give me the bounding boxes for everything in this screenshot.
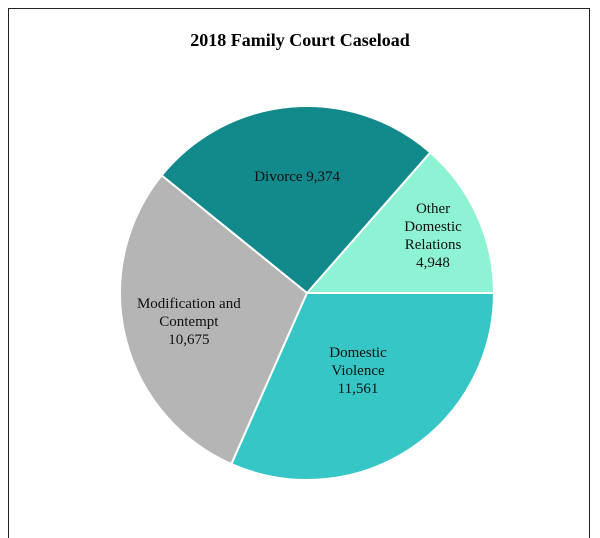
value-label: 10,675 bbox=[168, 331, 210, 348]
category-label: Domestic Violence bbox=[329, 345, 387, 380]
slice-label: Modification and Contempt 10,675 bbox=[119, 295, 259, 349]
pie-slice bbox=[230, 292, 496, 481]
category-label: Other Domestic Relations bbox=[404, 200, 462, 253]
value-label: 4,948 bbox=[416, 254, 450, 271]
category-label: Divorce bbox=[254, 169, 303, 186]
pie-slice bbox=[160, 105, 432, 295]
pie-slice bbox=[119, 173, 309, 466]
value-label: 11,561 bbox=[337, 381, 379, 398]
value-label: 9,374 bbox=[306, 169, 341, 186]
slice-label: Domestic Violence 11,561 bbox=[318, 344, 398, 398]
slice-label: Other Domestic Relations 4,948 bbox=[393, 200, 473, 272]
slice-label: Divorce 9,374 bbox=[197, 168, 397, 186]
frame bbox=[8, 8, 590, 538]
pie-slice bbox=[304, 151, 496, 294]
chart-title: 2018 Family Court Caseload bbox=[190, 30, 410, 50]
category-label: Modification and Contempt bbox=[136, 295, 241, 330]
